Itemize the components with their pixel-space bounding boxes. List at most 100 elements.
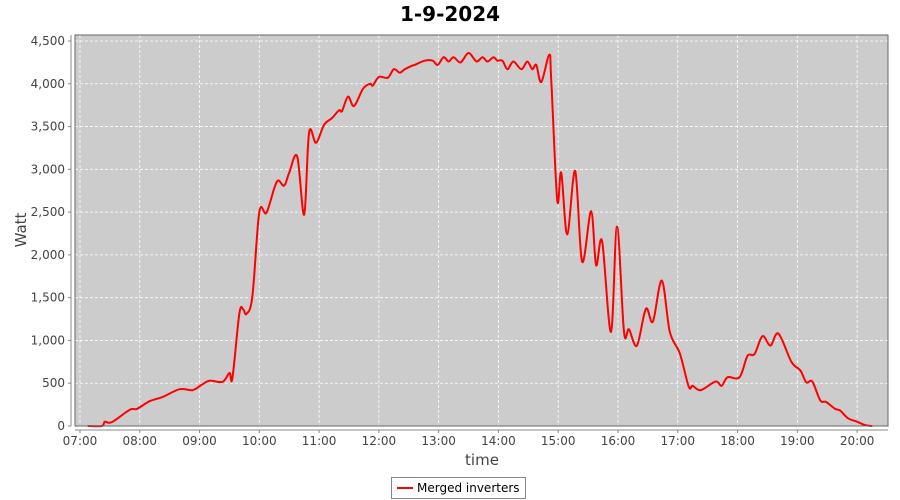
data-point — [720, 384, 723, 387]
data-point — [616, 225, 618, 228]
x-tick-label: 14:00 — [481, 434, 516, 448]
data-point — [540, 81, 543, 83]
data-point — [825, 401, 828, 403]
data-point — [200, 384, 203, 386]
data-point — [111, 421, 113, 423]
data-point — [178, 388, 181, 391]
data-point — [652, 320, 654, 323]
data-point — [834, 408, 836, 410]
data-point — [777, 332, 780, 335]
data-point — [283, 184, 286, 187]
data-point — [467, 52, 470, 54]
data-point — [623, 331, 625, 333]
x-axis-label: time — [465, 451, 499, 469]
x-tick-label: 13:00 — [421, 434, 456, 448]
data-point — [628, 328, 630, 331]
data-point — [161, 396, 164, 398]
data-point — [296, 155, 298, 158]
x-tick-label: 08:00 — [122, 434, 157, 448]
data-point — [372, 84, 374, 87]
data-point — [501, 59, 504, 62]
data-point — [819, 399, 822, 402]
x-tick-label: 10:00 — [242, 434, 277, 448]
data-point — [208, 379, 211, 382]
data-point — [191, 389, 194, 391]
data-point — [746, 355, 749, 357]
x-tick-label: 20:00 — [840, 434, 875, 448]
data-point — [678, 352, 681, 355]
data-point — [347, 95, 349, 98]
data-point — [560, 171, 563, 174]
data-point — [341, 110, 343, 112]
data-point — [512, 60, 515, 63]
x-tick-label: 09:00 — [182, 434, 217, 448]
data-point — [104, 420, 106, 423]
y-tick-label: 3,000 — [31, 162, 65, 176]
y-tick-label: 500 — [42, 376, 65, 390]
y-tick-label: 2,000 — [31, 248, 65, 262]
y-tick-label: 0 — [57, 419, 65, 433]
data-point — [135, 408, 138, 410]
data-point — [636, 344, 638, 347]
legend-swatch — [397, 487, 413, 489]
data-point — [436, 64, 439, 66]
data-point — [403, 68, 406, 71]
data-point — [601, 240, 603, 242]
y-tick-label: 4,000 — [31, 77, 65, 91]
y-axis: 0 500 1,000 1,500 2,000 2,500 3,000 3,500 4,000 4… — [31, 34, 72, 433]
data-point — [566, 233, 568, 236]
x-tick-label: 15:00 — [541, 434, 576, 448]
x-tick-label: 17:00 — [660, 434, 695, 448]
data-point — [550, 78, 553, 81]
data-point — [481, 56, 484, 59]
data-point — [574, 170, 576, 172]
data-point — [353, 105, 355, 107]
data-point — [331, 117, 333, 119]
y-tick-label: 1,000 — [31, 333, 65, 347]
data-point — [535, 64, 538, 66]
data-point — [496, 59, 499, 62]
data-point — [714, 380, 717, 383]
data-point — [410, 65, 413, 67]
data-point — [520, 68, 523, 71]
y-axis-label: Watt — [12, 212, 30, 247]
data-point — [738, 376, 741, 379]
data-point — [753, 353, 756, 355]
grid — [75, 35, 888, 427]
y-tick-label: 1,500 — [31, 291, 65, 305]
data-point — [413, 64, 416, 66]
plot-border — [74, 34, 889, 427]
legend-label: Merged inverters — [417, 481, 520, 495]
data-point — [221, 381, 224, 383]
y-tick-label: 4,500 — [31, 34, 65, 48]
x-tick-label: 19:00 — [780, 434, 815, 448]
data-point — [799, 369, 802, 372]
x-tick-label: 18:00 — [720, 434, 755, 448]
x-tick-label: 16:00 — [601, 434, 636, 448]
data-point — [338, 109, 340, 112]
data-point — [369, 82, 371, 85]
data-point — [492, 56, 495, 59]
x-tick-label: 12:00 — [362, 434, 397, 448]
data-point — [595, 264, 597, 266]
x-axis: 07:00 08:00 09:00 10:00 11:00 12:00 13:00 14:00… — [63, 429, 888, 448]
data-point — [699, 389, 702, 391]
data-point — [769, 344, 772, 347]
chart-title: 1-9-2024 — [400, 2, 500, 26]
x-tick-label: 11:00 — [302, 434, 337, 448]
data-point — [128, 408, 131, 411]
data-point — [323, 124, 325, 126]
data-point — [661, 279, 663, 282]
data-point — [475, 60, 478, 63]
data-point — [258, 211, 261, 213]
data-point — [277, 179, 280, 182]
data-point — [645, 307, 647, 310]
data-point — [531, 68, 534, 71]
x-tick-label: 07:00 — [63, 434, 98, 448]
data-point — [228, 372, 231, 374]
data-point — [431, 59, 434, 62]
data-point — [526, 60, 529, 63]
data-point — [442, 56, 445, 59]
data-point — [308, 131, 310, 134]
data-point — [805, 381, 808, 384]
